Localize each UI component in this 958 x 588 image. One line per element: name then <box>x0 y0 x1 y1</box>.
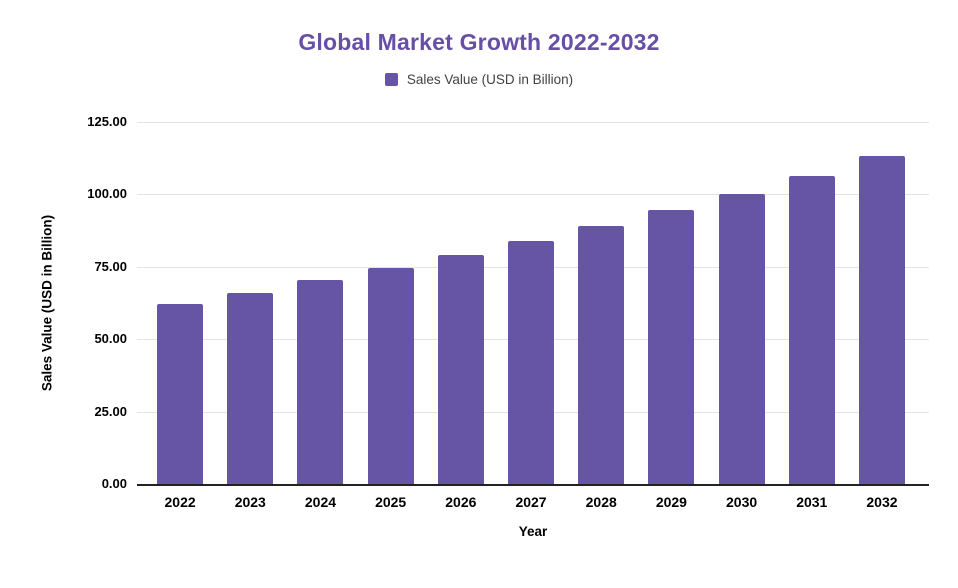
x-axis-title: Year <box>518 524 548 539</box>
x-tick-2023: 2023 <box>234 494 266 510</box>
legend-label: Sales Value (USD in Billion) <box>406 72 574 87</box>
bar-slot-2026 <box>426 122 496 484</box>
bar-slot-2032 <box>847 122 917 484</box>
x-tick-2032: 2032 <box>866 494 898 510</box>
bar-2026 <box>437 254 484 484</box>
chart-title: Global Market Growth 2022-2032 <box>298 29 660 55</box>
x-tick-2027: 2027 <box>515 494 547 510</box>
x-tick-2030: 2030 <box>726 494 758 510</box>
bar-2023 <box>227 292 274 484</box>
y-tick-75.00: 75.00 <box>94 258 127 274</box>
bar-2032 <box>858 156 905 484</box>
bar-2029 <box>648 210 695 484</box>
x-axis-tick-labels: 2022 2023 2024 2025 2026 2027 2028 2029 2030 2031… <box>137 494 929 511</box>
bar-2024 <box>297 280 344 484</box>
bar-slot-2025 <box>356 122 426 484</box>
bar-slot-2023 <box>215 122 285 484</box>
x-tick-2031: 2031 <box>796 494 828 510</box>
bar-slot-2027 <box>496 122 566 484</box>
y-tick-50.00: 50.00 <box>94 331 127 347</box>
x-tick-2026: 2026 <box>445 494 477 510</box>
y-tick-125.00: 125.00 <box>87 114 127 129</box>
x-tick-2022: 2022 <box>164 494 196 510</box>
bar-2027 <box>508 241 555 484</box>
y-tick-0.00: 0.00 <box>101 476 127 491</box>
gridline-100.00 <box>137 194 929 196</box>
bar-2031 <box>788 176 835 484</box>
bar-2028 <box>578 225 625 484</box>
plot-area <box>137 122 929 486</box>
bar-2030 <box>718 193 765 484</box>
x-tick-2028: 2028 <box>585 494 617 510</box>
bar-slot-2022 <box>145 122 215 484</box>
bar-slot-2031 <box>777 122 847 484</box>
x-tick-2025: 2025 <box>375 494 407 510</box>
y-tick-25.00: 25.00 <box>94 403 127 419</box>
y-tick-100.00: 100.00 <box>87 186 127 202</box>
bar-slot-2029 <box>636 122 706 484</box>
bar-2025 <box>367 267 414 484</box>
x-tick-2024: 2024 <box>304 494 337 510</box>
y-axis-tick-labels: 0.00 25.00 50.00 75.00 100.00 125.00 <box>0 0 127 588</box>
bar-slot-2024 <box>285 122 355 484</box>
legend-swatch-icon <box>384 73 398 86</box>
bar-slot-2030 <box>707 122 777 484</box>
x-tick-2029: 2029 <box>655 494 687 510</box>
bar-slot-2028 <box>566 122 636 484</box>
bar-2022 <box>157 303 204 484</box>
gridline-125.00 <box>137 122 929 123</box>
legend: Sales Value (USD in Billion) <box>0 72 958 87</box>
bar-series <box>137 122 929 484</box>
